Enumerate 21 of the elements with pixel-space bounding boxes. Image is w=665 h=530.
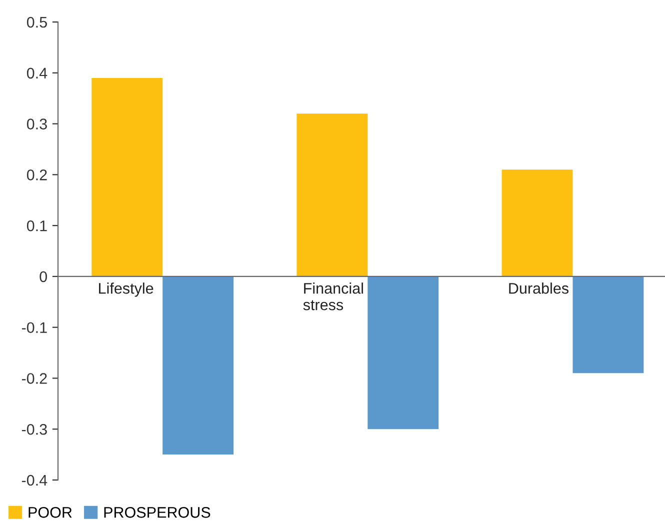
bar [162, 276, 234, 455]
y-tick-label: 0.4 [26, 68, 48, 79]
bar [92, 78, 163, 276]
y-tick-label: -0.3 [22, 424, 47, 435]
legend-label: PROSPEROUS [104, 506, 210, 518]
y-tick-label: -0.1 [22, 322, 47, 334]
y-tick-label: -0.4 [22, 474, 48, 486]
y-tick-label: 0.3 [26, 118, 47, 130]
bar [296, 114, 368, 276]
bar [502, 170, 573, 276]
legend-label: POOR [28, 506, 72, 518]
x-tick-label: Durables [509, 282, 569, 294]
bar [368, 276, 439, 430]
x-tick-label: Financial stress [303, 282, 363, 310]
x-tick-label: Lifestyle [99, 282, 154, 297]
bar [572, 276, 644, 374]
y-tick-label: -0.2 [22, 373, 47, 384]
y-tick-label: 0.1 [26, 220, 47, 232]
y-tick-label: 0 [40, 271, 47, 282]
y-tick-label: 0.2 [26, 170, 47, 180]
y-tick-label: 0.5 [26, 16, 47, 28]
